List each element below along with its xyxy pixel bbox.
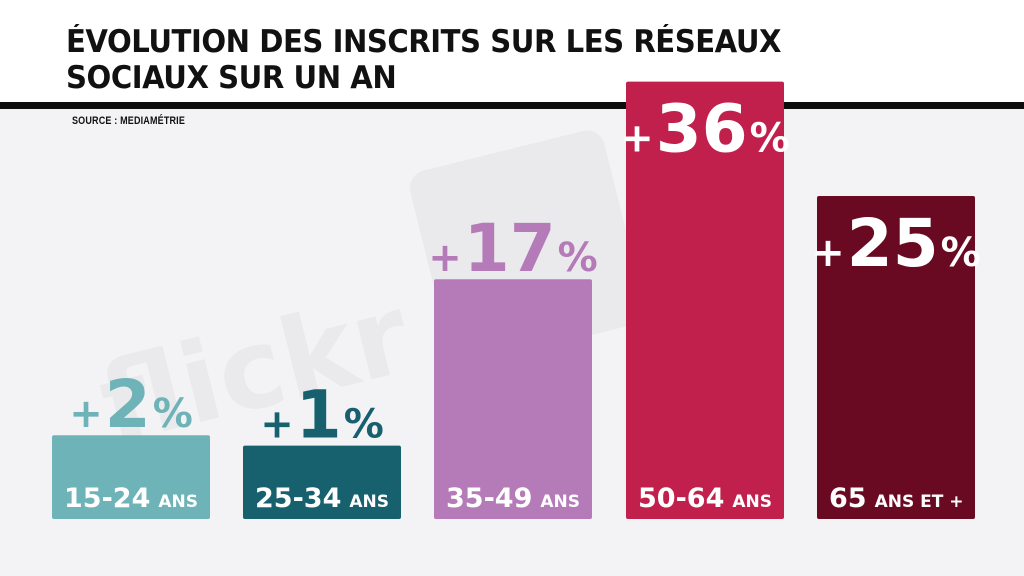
value-label-4: +36% [620, 91, 789, 168]
category-label-3: 35-49 ANS [446, 483, 580, 514]
bar-2 [243, 445, 401, 519]
value-label-3: +17% [428, 210, 597, 287]
chart-title-line1: ÉVOLUTION DES INSCRITS SUR LES RÉSEAUX [66, 24, 782, 60]
header: ÉVOLUTION DES INSCRITS SUR LES RÉSEAUX S… [0, 0, 1024, 104]
header-divider [0, 102, 1024, 109]
category-label-2: 25-34 ANS [255, 483, 389, 514]
source-note: SOURCE : MEDIAMÉTRIE [72, 115, 186, 127]
bar-3 [434, 279, 592, 519]
bar-1 [52, 435, 210, 519]
value-label-2: +1% [260, 377, 384, 454]
category-label-4: 50-64 ANS [638, 483, 772, 514]
value-label-1: +2% [69, 366, 193, 443]
chart-title-line2: SOCIAUX SUR UN AN [66, 60, 397, 96]
bar-4 [626, 81, 784, 519]
category-label-5: 65 ANS ET + [829, 483, 964, 514]
value-label-5: +25% [811, 205, 980, 282]
bar-5 [817, 196, 975, 519]
chart-title: ÉVOLUTION DES INSCRITS SUR LES RÉSEAUX S… [66, 24, 912, 96]
category-label-1: 15-24 ANS [64, 483, 198, 514]
